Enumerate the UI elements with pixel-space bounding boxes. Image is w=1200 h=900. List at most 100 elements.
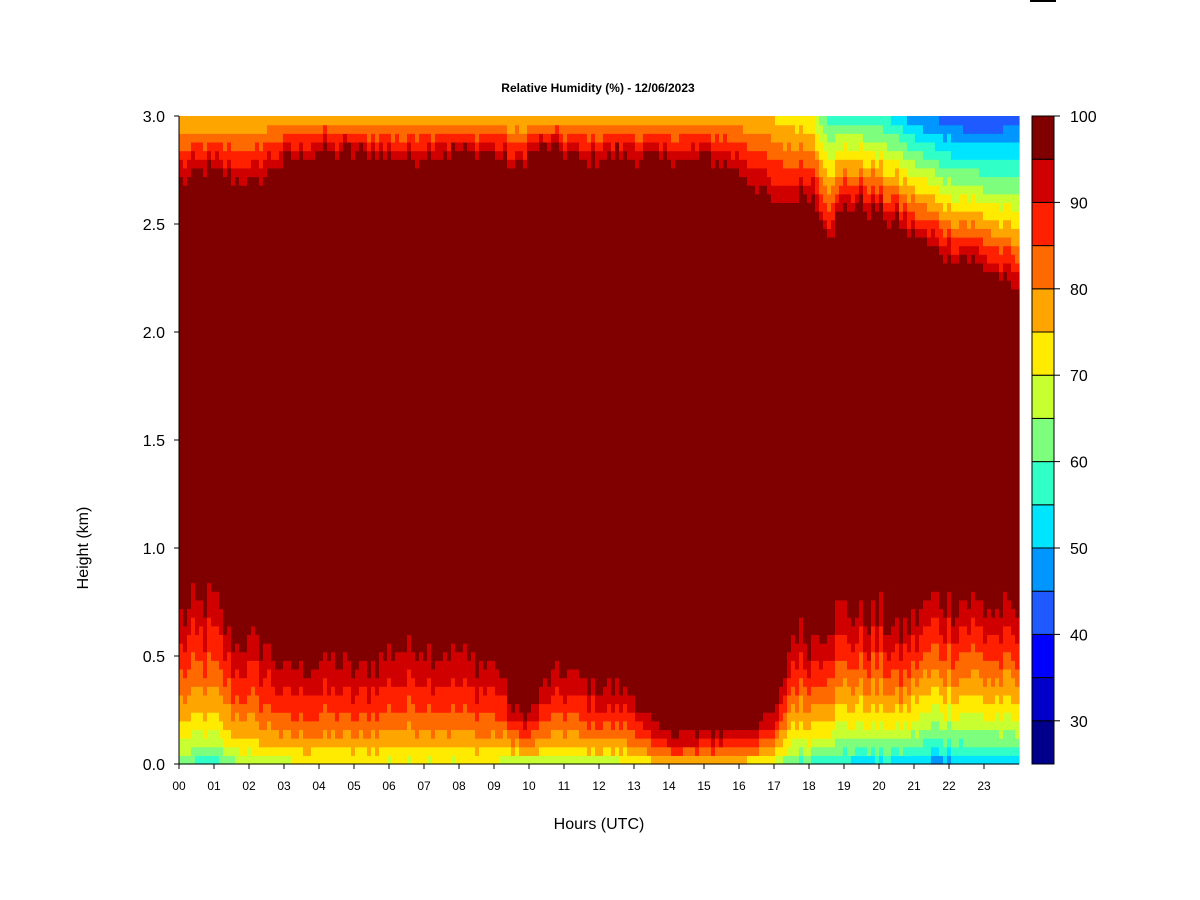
heatmap-cell: [263, 427, 268, 437]
heatmap-cell: [195, 211, 200, 221]
heatmap-cell: [207, 582, 212, 592]
heatmap-cell: [255, 634, 260, 644]
heatmap-cell: [343, 444, 348, 454]
heatmap-cell: [439, 357, 444, 368]
heatmap-cell: [271, 591, 276, 601]
heatmap-cell: [395, 461, 400, 471]
heatmap-cell: [327, 643, 332, 653]
heatmap-cell: [271, 582, 276, 592]
heatmap-cell: [323, 254, 328, 264]
heatmap-cell: [331, 712, 336, 722]
heatmap-cell: [227, 452, 232, 463]
heatmap-cell: [307, 496, 312, 506]
heatmap-cell: [419, 366, 424, 376]
heatmap-cell: [315, 418, 320, 428]
heatmap-cell: [439, 228, 444, 238]
heatmap-cell: [423, 193, 428, 203]
heatmap-cell: [367, 660, 372, 670]
heatmap-cell: [303, 116, 308, 126]
heatmap-cell: [223, 582, 228, 592]
heatmap-cell: [419, 694, 424, 705]
heatmap-cell: [231, 366, 236, 376]
heatmap-cell: [207, 703, 212, 713]
heatmap-cell: [323, 228, 328, 238]
heatmap-cell: [291, 418, 296, 428]
heatmap-cell: [391, 651, 396, 661]
heatmap-cell: [399, 236, 404, 247]
heatmap-cell: [387, 427, 392, 437]
heatmap-cell: [211, 660, 216, 670]
heatmap-cell: [223, 625, 228, 635]
heatmap-cell: [427, 245, 432, 255]
heatmap-cell: [251, 625, 256, 635]
heatmap-cell: [343, 349, 348, 359]
heatmap-cell: [287, 392, 292, 402]
heatmap-cell: [439, 116, 444, 126]
heatmap-cell: [339, 116, 344, 126]
heatmap-cell: [227, 254, 232, 264]
heatmap-cell: [191, 349, 196, 359]
heatmap-cell: [419, 167, 424, 178]
heatmap-cell: [243, 599, 248, 610]
heatmap-cell: [395, 660, 400, 670]
heatmap-cell: [327, 513, 332, 523]
heatmap-cell: [423, 116, 428, 126]
heatmap-cell: [383, 409, 388, 419]
heatmap-cell: [247, 124, 252, 134]
heatmap-cell: [339, 193, 344, 203]
heatmap-cell: [183, 306, 188, 316]
heatmap-cell: [259, 340, 264, 350]
heatmap-cell: [323, 496, 328, 506]
heatmap-cell: [327, 254, 332, 264]
heatmap-cell: [219, 297, 224, 307]
heatmap-cell: [271, 306, 276, 316]
heatmap-cell: [343, 306, 348, 316]
heatmap-cell: [227, 193, 232, 203]
heatmap-cell: [307, 582, 312, 592]
heatmap-cell: [211, 159, 216, 169]
heatmap-cell: [211, 435, 216, 445]
heatmap-cell: [203, 591, 208, 601]
heatmap-cell: [343, 720, 348, 731]
heatmap-cell: [403, 271, 408, 281]
heatmap-cell: [295, 133, 300, 143]
heatmap-cell: [383, 729, 388, 739]
heatmap-cell: [383, 712, 388, 722]
heatmap-cell: [303, 288, 308, 299]
heatmap-cell: [423, 167, 428, 178]
heatmap-cell: [195, 591, 200, 601]
heatmap-cell: [391, 392, 396, 402]
heatmap-cell: [295, 755, 300, 765]
heatmap-cell: [179, 340, 184, 350]
heatmap-cell: [435, 288, 440, 299]
heatmap-cell: [195, 703, 200, 713]
heatmap-cell: [203, 487, 208, 497]
heatmap-cell: [383, 254, 388, 264]
heatmap-cell: [435, 314, 440, 324]
heatmap-cell: [431, 297, 436, 307]
heatmap-cell: [351, 677, 356, 687]
heatmap-cell: [427, 418, 432, 428]
heatmap-cell: [227, 712, 232, 722]
heatmap-cell: [395, 608, 400, 618]
heatmap-cell: [423, 686, 428, 696]
heatmap-cell: [287, 530, 292, 540]
heatmap-cell: [371, 599, 376, 610]
heatmap-cell: [255, 435, 260, 445]
heatmap-cell: [419, 323, 424, 333]
heatmap-cell: [179, 236, 184, 247]
heatmap-cell: [283, 694, 288, 705]
heatmap-cell: [435, 409, 440, 419]
heatmap-cell: [407, 660, 412, 670]
heatmap-cell: [199, 556, 204, 566]
heatmap-cell: [311, 582, 316, 592]
heatmap-cell: [435, 366, 440, 376]
heatmap-cell: [223, 401, 228, 411]
heatmap-cell: [391, 280, 396, 290]
heatmap-cell: [331, 504, 336, 515]
heatmap-cell: [239, 720, 244, 731]
heatmap-cell: [383, 349, 388, 359]
heatmap-cell: [219, 660, 224, 670]
heatmap-cell: [347, 660, 352, 670]
heatmap-cell: [247, 556, 252, 566]
